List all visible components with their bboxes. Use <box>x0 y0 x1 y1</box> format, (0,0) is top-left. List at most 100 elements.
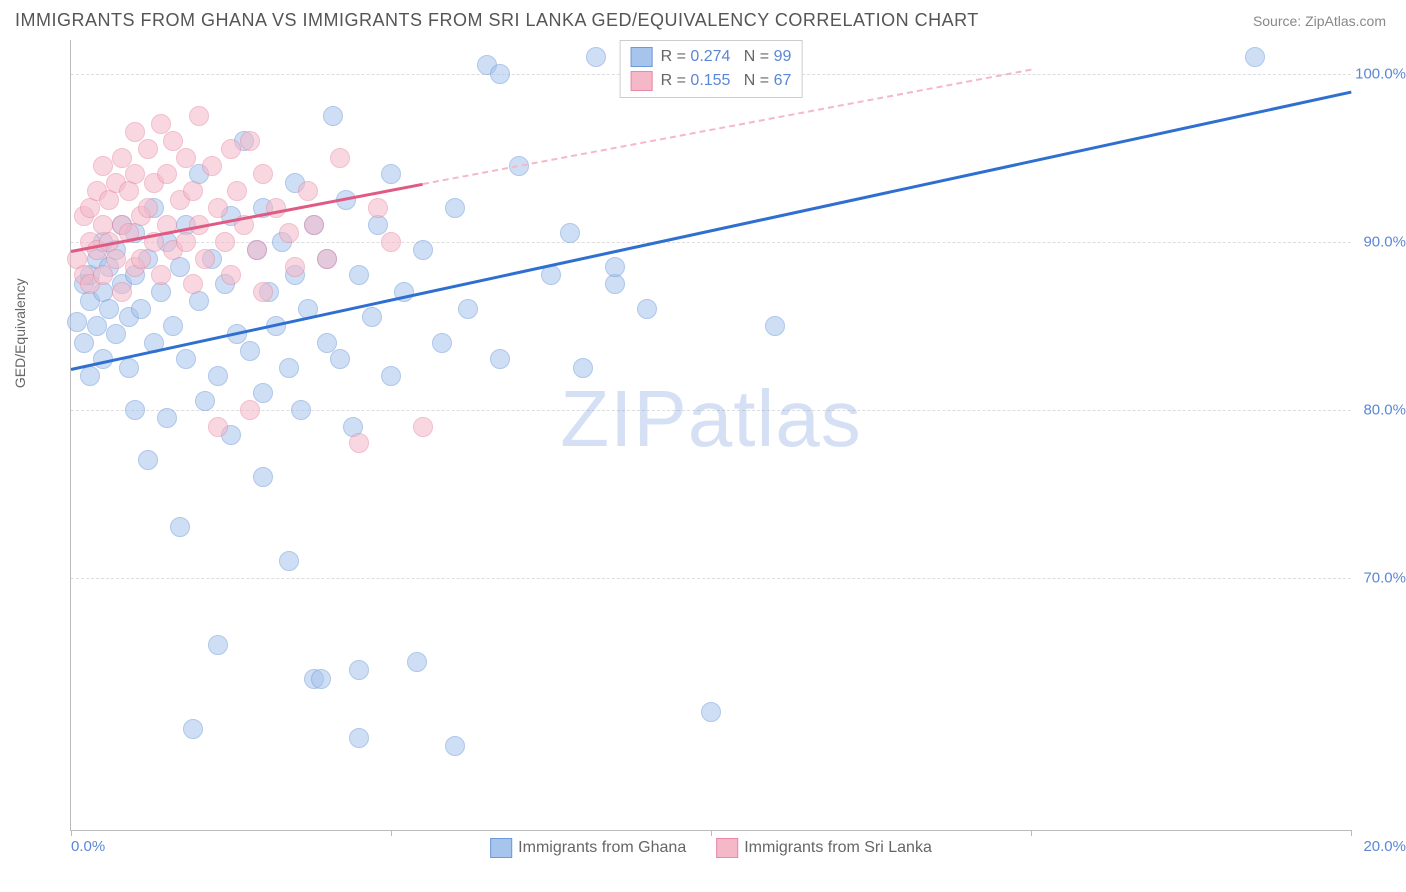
data-point <box>413 240 433 260</box>
data-point <box>202 156 222 176</box>
stats-legend-row: R = 0.155 N = 67 <box>631 69 792 93</box>
data-point <box>1245 47 1265 67</box>
chart-title: IMMIGRANTS FROM GHANA VS IMMIGRANTS FROM… <box>15 10 979 31</box>
legend-swatch <box>716 838 738 858</box>
data-point <box>112 148 132 168</box>
data-point <box>240 400 260 420</box>
data-point <box>112 282 132 302</box>
data-point <box>221 139 241 159</box>
data-point <box>176 349 196 369</box>
data-point <box>765 316 785 336</box>
data-point <box>183 719 203 739</box>
scatter-plot: ZIPatlas 70.0%80.0%90.0%100.0%0.0%20.0%R… <box>70 40 1351 831</box>
data-point <box>330 148 350 168</box>
data-point <box>445 198 465 218</box>
data-point <box>317 249 337 269</box>
data-point <box>157 408 177 428</box>
data-point <box>67 312 87 332</box>
data-point <box>125 164 145 184</box>
stats-text: R = 0.155 N = 67 <box>661 72 792 90</box>
data-point <box>311 669 331 689</box>
data-point <box>106 249 126 269</box>
data-point <box>93 265 113 285</box>
data-point <box>138 450 158 470</box>
legend-swatch <box>631 71 653 91</box>
data-point <box>208 198 228 218</box>
data-point <box>240 131 260 151</box>
y-tick-label: 70.0% <box>1363 569 1406 586</box>
data-point <box>381 366 401 386</box>
data-point <box>413 417 433 437</box>
data-point <box>125 122 145 142</box>
data-point <box>215 232 235 252</box>
x-tick <box>711 830 712 836</box>
data-point <box>253 164 273 184</box>
watermark: ZIPatlas <box>560 373 861 465</box>
x-tick-label: 0.0% <box>71 838 105 855</box>
chart-header: IMMIGRANTS FROM GHANA VS IMMIGRANTS FROM… <box>0 0 1406 36</box>
x-tick <box>391 830 392 836</box>
data-point <box>151 265 171 285</box>
data-point <box>586 47 606 67</box>
y-axis-label: GED/Equivalency <box>12 278 28 388</box>
x-tick <box>71 830 72 836</box>
data-point <box>221 265 241 285</box>
y-tick-label: 90.0% <box>1363 233 1406 250</box>
data-point <box>490 64 510 84</box>
data-point <box>349 728 369 748</box>
data-point <box>195 249 215 269</box>
data-point <box>170 517 190 537</box>
data-point <box>183 274 203 294</box>
legend-swatch <box>490 838 512 858</box>
data-point <box>637 299 657 319</box>
data-point <box>285 257 305 277</box>
stats-legend: R = 0.274 N = 99R = 0.155 N = 67 <box>620 40 803 98</box>
data-point <box>458 299 478 319</box>
data-point <box>317 333 337 353</box>
legend-item: Immigrants from Sri Lanka <box>716 838 932 858</box>
data-point <box>432 333 452 353</box>
data-point <box>701 702 721 722</box>
data-point <box>349 265 369 285</box>
data-point <box>208 417 228 437</box>
y-tick-label: 80.0% <box>1363 401 1406 418</box>
legend-item: Immigrants from Ghana <box>490 838 686 858</box>
data-point <box>304 215 324 235</box>
series-legend: Immigrants from Ghana Immigrants from Sri… <box>490 838 932 858</box>
data-point <box>157 164 177 184</box>
legend-label: Immigrants from Ghana <box>518 839 686 856</box>
data-point <box>208 366 228 386</box>
data-point <box>279 358 299 378</box>
data-point <box>330 349 350 369</box>
data-point <box>253 467 273 487</box>
legend-swatch <box>631 47 653 67</box>
data-point <box>189 106 209 126</box>
data-point <box>381 164 401 184</box>
data-point <box>362 307 382 327</box>
data-point <box>279 551 299 571</box>
data-point <box>93 156 113 176</box>
data-point <box>151 114 171 134</box>
data-point <box>605 257 625 277</box>
x-tick <box>1351 830 1352 836</box>
gridline-h <box>71 578 1351 579</box>
data-point <box>381 232 401 252</box>
data-point <box>323 106 343 126</box>
legend-label: Immigrants from Sri Lanka <box>744 839 932 856</box>
data-point <box>74 333 94 353</box>
data-point <box>163 131 183 151</box>
y-tick-label: 100.0% <box>1355 65 1406 82</box>
data-point <box>176 232 196 252</box>
chart-source: Source: ZipAtlas.com <box>1253 13 1386 29</box>
data-point <box>279 223 299 243</box>
data-point <box>131 299 151 319</box>
data-point <box>125 400 145 420</box>
data-point <box>131 249 151 269</box>
data-point <box>573 358 593 378</box>
data-point <box>240 341 260 361</box>
data-point <box>99 299 119 319</box>
data-point <box>298 181 318 201</box>
x-tick <box>1031 830 1032 836</box>
data-point <box>138 139 158 159</box>
data-point <box>138 198 158 218</box>
